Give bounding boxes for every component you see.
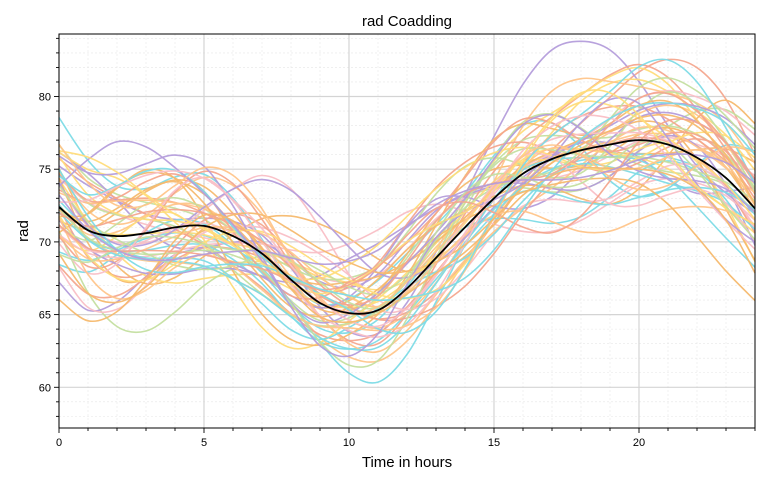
series-line [58, 40, 756, 338]
y-tick-label: 65 [39, 310, 51, 322]
axis-ticks: 0 5 10 15 20 60 65 70 75 80 [39, 37, 756, 449]
series-line [58, 91, 756, 306]
series-line [58, 113, 756, 324]
series-line [58, 166, 756, 324]
series-line [58, 126, 756, 354]
series-line [58, 118, 756, 291]
series-line [58, 113, 756, 304]
y-tick-label: 75 [39, 164, 51, 176]
series-line [58, 162, 756, 314]
mean-line [58, 139, 756, 315]
series-line [58, 205, 756, 308]
sample-series [58, 40, 756, 384]
series-line [58, 96, 756, 358]
series-line [58, 114, 756, 328]
x-tick-label: 5 [201, 437, 207, 449]
series-line [58, 143, 756, 316]
series-line [58, 77, 756, 296]
x-tick-label: 10 [343, 437, 355, 449]
y-tick-label: 60 [39, 382, 51, 394]
mean-series [58, 139, 756, 315]
y-axis-label: rad [15, 220, 32, 242]
y-tick-label: 80 [39, 92, 51, 104]
series-line [58, 117, 756, 300]
series-line [58, 104, 756, 363]
series-line [58, 153, 756, 266]
x-axis-label: Time in hours [362, 454, 452, 471]
chart-title: rad Coadding [362, 13, 452, 30]
series-line [58, 186, 756, 352]
series-line [58, 138, 756, 294]
x-tick-label: 15 [488, 437, 500, 449]
y-tick-label: 70 [39, 237, 51, 249]
series-line [58, 146, 756, 332]
series-line [58, 89, 756, 295]
series-line [58, 102, 756, 279]
x-tick-label: 0 [56, 437, 62, 449]
series-line [58, 102, 756, 302]
series-line [58, 147, 756, 368]
x-tick-label: 20 [633, 437, 645, 449]
series-line [58, 152, 756, 338]
